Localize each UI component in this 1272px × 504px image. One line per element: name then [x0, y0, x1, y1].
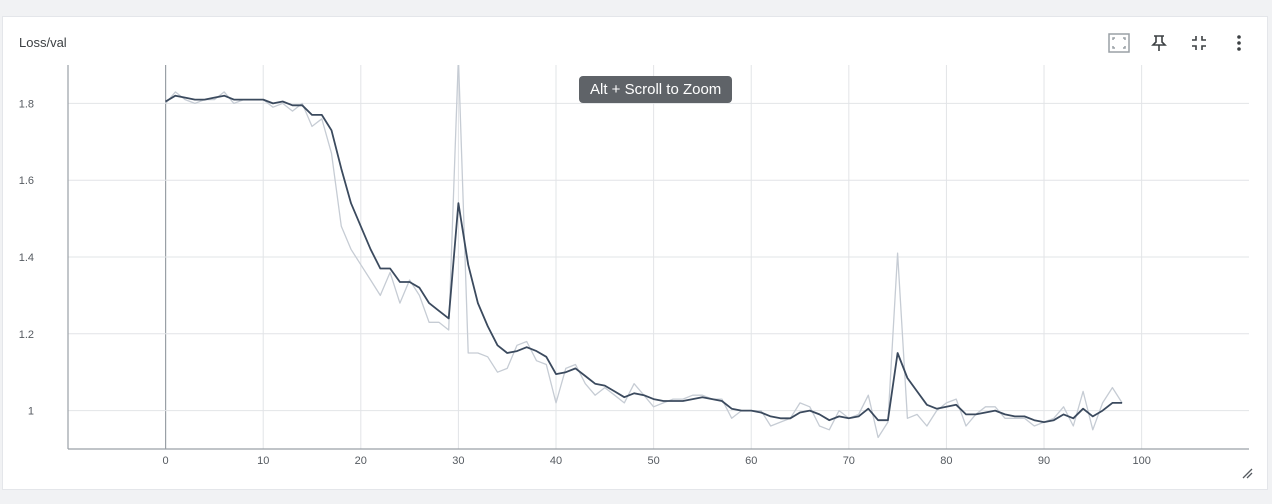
fit-to-data-icon — [1108, 33, 1130, 53]
x-tick-label: 100 — [1132, 455, 1150, 467]
y-tick-label: 1.4 — [19, 252, 34, 264]
y-tick-label: 1.2 — [19, 329, 34, 341]
x-tick-label: 40 — [550, 455, 562, 467]
x-tick-label: 10 — [257, 455, 269, 467]
more-vert-icon — [1237, 35, 1241, 51]
x-tick-label: 70 — [843, 455, 855, 467]
raw-series-line — [165, 65, 1123, 439]
more-menu-button[interactable] — [1225, 29, 1253, 57]
pin-button[interactable] — [1145, 29, 1173, 57]
zoom-hint-tooltip: Alt + Scroll to Zoom — [579, 76, 733, 103]
fit-domain-button[interactable] — [1105, 29, 1133, 57]
y-tick-label: 1.8 — [19, 98, 34, 110]
line-chart[interactable]: 0 10 20 30 40 50 60 70 80 90 100 1 1.2 1.4 1.6 1.8 — [3, 17, 1269, 491]
collapse-button[interactable] — [1185, 29, 1213, 57]
chart-card: Loss/val 0 10 20 30 40 50 60 70 80 90 100 — [2, 16, 1268, 490]
x-tick-label: 50 — [647, 455, 659, 467]
x-tick-label: 20 — [355, 455, 367, 467]
x-tick-label: 80 — [940, 455, 952, 467]
smoothed-series-line — [165, 94, 1123, 424]
x-tick-label: 60 — [745, 455, 757, 467]
y-tick-label: 1.6 — [19, 175, 34, 187]
x-tick-label: 0 — [163, 455, 169, 467]
card-toolbar — [1105, 29, 1253, 57]
x-tick-label: 90 — [1038, 455, 1050, 467]
y-tick-label: 1 — [28, 406, 34, 418]
x-tick-label: 30 — [452, 455, 464, 467]
pin-icon — [1151, 35, 1167, 51]
collapse-icon — [1192, 36, 1206, 50]
resize-handle-icon[interactable] — [1241, 467, 1253, 479]
chart-title: Loss/val — [19, 35, 67, 50]
